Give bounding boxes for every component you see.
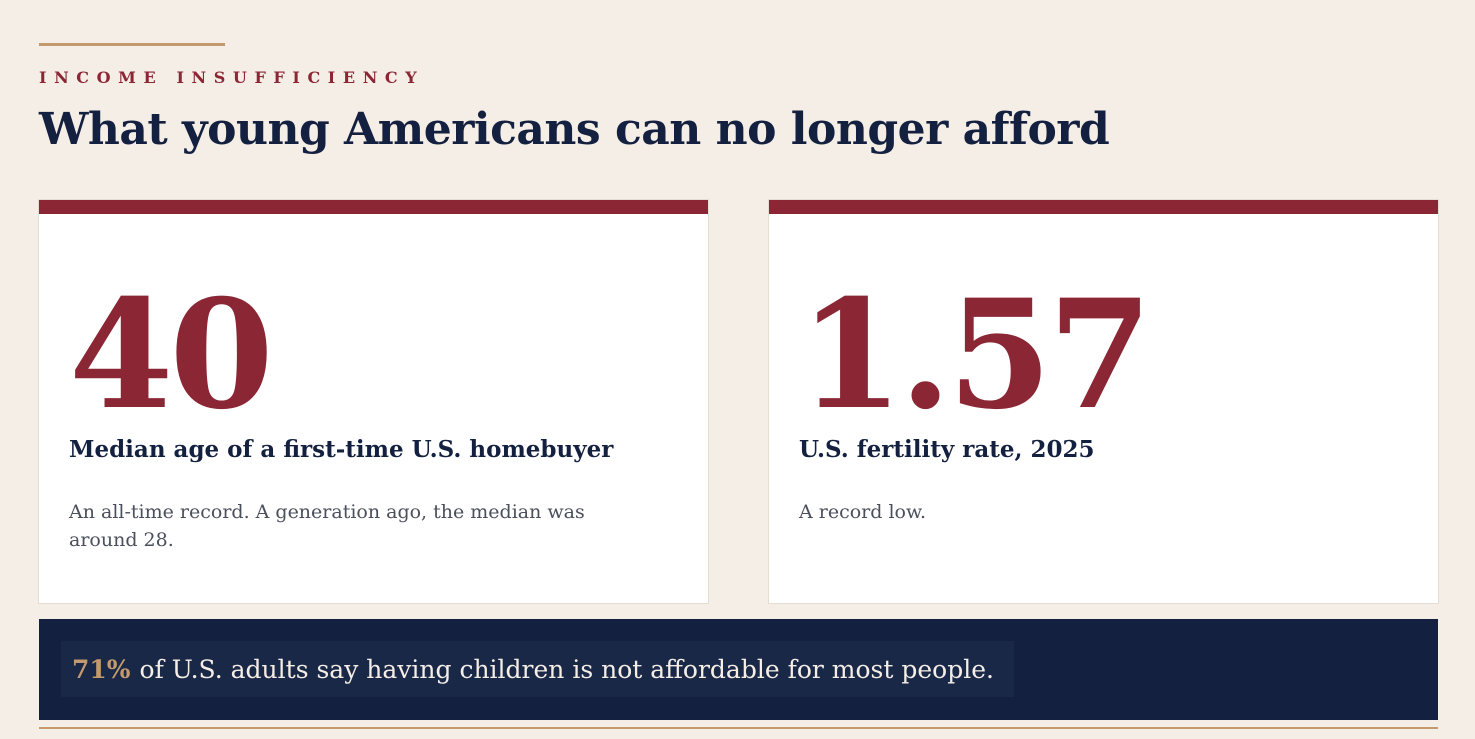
stat-card-fertility-rate: 1.57 U.S. fertility rate, 2025 A record …: [769, 200, 1438, 603]
accent-rule: [39, 43, 225, 46]
callout-text: 71% of U.S. adults say having children i…: [61, 641, 1014, 697]
bottom-rule: [39, 727, 1438, 729]
callout-banner: 71% of U.S. adults say having children i…: [39, 619, 1438, 720]
stat-card-homebuyer-age: 40 Median age of a first-time U.S. homeb…: [39, 200, 708, 603]
stat-value: 40: [69, 267, 274, 443]
stat-value: 1.57: [799, 267, 1152, 443]
section-eyebrow: INCOME INSUFFICIENCY: [39, 68, 425, 87]
stat-label: U.S. fertility rate, 2025: [799, 436, 1095, 463]
stat-description: A record low.: [799, 501, 927, 523]
stat-label: Median age of a first-time U.S. homebuye…: [69, 436, 614, 463]
callout-highlight: 71%: [72, 654, 131, 684]
page-title: What young Americans can no longer affor…: [39, 104, 1110, 155]
callout-body: of U.S. adults say having children is no…: [139, 654, 994, 684]
stat-description: An all-time record. A generation ago, th…: [69, 501, 585, 551]
